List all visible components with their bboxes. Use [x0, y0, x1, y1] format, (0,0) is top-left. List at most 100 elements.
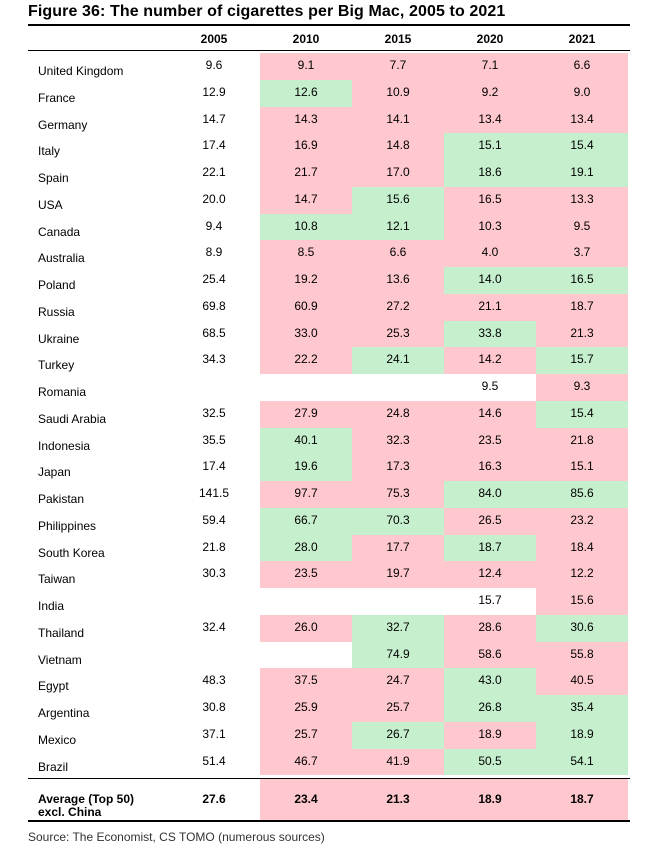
value-2015: 27.2 — [352, 293, 444, 321]
header-year-2015: 2015 — [384, 32, 412, 46]
value-2021: 85.6 — [536, 481, 628, 508]
value-2020: 4.0 — [444, 240, 536, 267]
value-2021: 15.7 — [536, 347, 628, 374]
value-2010: 97.7 — [260, 481, 352, 508]
country-name: Japan — [38, 465, 71, 480]
value-2005: 9.4 — [205, 218, 223, 233]
value-2010: 66.7 — [260, 507, 352, 535]
country-name: Pakistan — [38, 492, 85, 506]
value-2005 — [168, 642, 260, 669]
average-value-2020: 18.9 — [444, 779, 536, 820]
value-2005: 141.5 — [198, 486, 230, 500]
value-2010: 22.2 — [260, 347, 352, 374]
value-2021: 9.3 — [536, 374, 628, 401]
value-2015: 75.3 — [352, 481, 444, 508]
value-2021: 55.8 — [536, 641, 628, 669]
value-2020: 14.6 — [444, 400, 536, 428]
value-2005 — [168, 588, 260, 615]
value-2010: 9.1 — [260, 53, 352, 80]
value-2021: 13.4 — [536, 106, 628, 134]
value-2015: 41.9 — [352, 748, 444, 776]
value-2005: 32.4 — [202, 619, 226, 634]
value-2005: 22.1 — [202, 165, 226, 179]
value-2015: 25.7 — [352, 695, 444, 722]
country-name: Brazil — [38, 759, 69, 774]
value-2021: 16.5 — [536, 267, 628, 294]
value-2010 — [260, 641, 352, 669]
table-row: Canada 9.4 10.8 12.1 10.3 9.5 — [28, 213, 630, 241]
table-row: USA 20.0 14.7 15.6 16.5 13.3 — [28, 186, 630, 214]
value-2020: 14.0 — [444, 267, 536, 294]
table-row: South Korea 21.8 28.0 17.7 18.7 18.4 — [28, 534, 630, 562]
table-row: Mexico 37.1 25.7 26.7 18.9 18.9 — [28, 721, 630, 749]
table-row: Romania 9.5 9.3 — [28, 374, 630, 401]
value-2005: 12.9 — [202, 84, 226, 99]
value-2021: 30.6 — [536, 614, 628, 642]
average-rule — [28, 778, 630, 779]
value-2020: 10.3 — [444, 213, 536, 241]
value-2020: 7.1 — [444, 53, 536, 80]
country-name: Spain — [38, 171, 69, 185]
table-row: Egypt 48.3 37.5 24.7 43.0 40.5 — [28, 668, 630, 695]
value-2005: 8.9 — [205, 245, 223, 260]
value-2005: 9.6 — [205, 58, 223, 72]
country-name: India — [38, 599, 65, 613]
table-row: Japan 17.4 19.6 17.3 16.3 15.1 — [28, 454, 630, 481]
value-2021: 15.1 — [536, 454, 628, 481]
value-2021: 12.2 — [536, 561, 628, 588]
table-row: Spain 22.1 21.7 17.0 18.6 19.1 — [28, 160, 630, 187]
value-2015: 17.3 — [352, 454, 444, 481]
value-2005: 30.3 — [202, 566, 226, 581]
country-name: Thailand — [38, 625, 85, 640]
table-row: Indonesia 35.5 40.1 32.3 23.5 21.8 — [28, 427, 630, 455]
value-2021: 23.2 — [536, 507, 628, 535]
value-2015: 12.1 — [352, 213, 444, 241]
table-row: Poland 25.4 19.2 13.6 14.0 16.5 — [28, 267, 630, 294]
value-2015: 13.6 — [352, 267, 444, 294]
value-2015: 7.7 — [352, 53, 444, 80]
average-label: Average (Top 50) excl. China — [38, 792, 135, 819]
value-2020: 18.9 — [444, 721, 536, 749]
value-2015: 10.9 — [352, 79, 444, 107]
header-year-2005: 2005 — [200, 32, 228, 46]
value-2010: 27.9 — [260, 400, 352, 428]
value-2020: 84.0 — [444, 481, 536, 508]
top-rule — [28, 24, 630, 26]
average-value-2010: 23.4 — [260, 779, 352, 820]
table-row: India 15.7 15.6 — [28, 588, 630, 615]
value-2021: 9.0 — [536, 79, 628, 107]
value-2021: 18.9 — [536, 721, 628, 749]
value-2015: 17.0 — [352, 160, 444, 187]
average-value-2015: 21.3 — [352, 779, 444, 820]
value-2021: 35.4 — [536, 695, 628, 722]
table-row: Australia 8.9 8.5 6.6 4.0 3.7 — [28, 240, 630, 267]
value-2020: 18.6 — [444, 160, 536, 187]
value-2020: 14.2 — [444, 347, 536, 374]
country-name: Taiwan — [38, 572, 76, 587]
value-2015 — [352, 588, 444, 615]
value-2010: 12.6 — [260, 79, 352, 107]
value-2005: 48.3 — [202, 673, 226, 688]
average-row: Average (Top 50) excl. China 27.6 23.4 2… — [28, 779, 630, 820]
value-2021: 18.7 — [536, 293, 628, 321]
table-row: Germany 14.7 14.3 14.1 13.4 13.4 — [28, 106, 630, 134]
country-name: Russia — [38, 304, 75, 319]
value-2021: 18.4 — [536, 534, 628, 562]
country-name: Vietnam — [38, 652, 82, 667]
value-2020: 12.4 — [444, 561, 536, 588]
value-2010 — [260, 374, 352, 401]
value-2020: 26.8 — [444, 695, 536, 722]
value-2010: 16.9 — [260, 133, 352, 160]
table-row: Saudi Arabia 32.5 27.9 24.8 14.6 15.4 — [28, 400, 630, 428]
value-2005: 20.0 — [202, 191, 226, 206]
value-2015: 24.7 — [352, 668, 444, 695]
value-2021: 6.6 — [536, 53, 628, 80]
country-name: United Kingdom — [38, 64, 124, 78]
value-2020: 58.6 — [444, 641, 536, 669]
table-row: Italy 17.4 16.9 14.8 15.1 15.4 — [28, 133, 630, 160]
value-2005: 17.4 — [202, 138, 226, 153]
value-2021: 13.3 — [536, 186, 628, 214]
country-name: USA — [38, 197, 63, 212]
table-row: Argentina 30.8 25.9 25.7 26.8 35.4 — [28, 695, 630, 722]
value-2015: 70.3 — [352, 507, 444, 535]
